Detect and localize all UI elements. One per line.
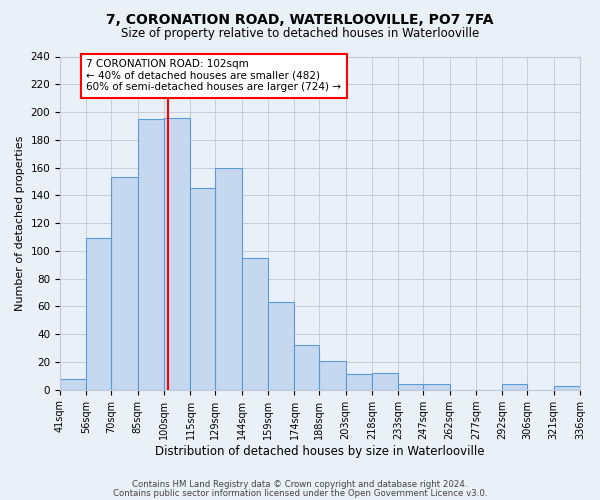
Bar xyxy=(268,302,295,390)
Text: Size of property relative to detached houses in Waterlooville: Size of property relative to detached ho… xyxy=(121,28,479,40)
Bar xyxy=(346,374,372,390)
Bar xyxy=(86,238,111,390)
Text: 7 CORONATION ROAD: 102sqm
← 40% of detached houses are smaller (482)
60% of semi: 7 CORONATION ROAD: 102sqm ← 40% of detac… xyxy=(86,60,341,92)
Bar xyxy=(215,168,242,390)
X-axis label: Distribution of detached houses by size in Waterlooville: Distribution of detached houses by size … xyxy=(155,444,485,458)
Bar xyxy=(111,178,137,390)
Bar xyxy=(423,384,449,390)
Bar xyxy=(164,118,190,390)
Bar xyxy=(60,378,86,390)
Text: Contains HM Land Registry data © Crown copyright and database right 2024.: Contains HM Land Registry data © Crown c… xyxy=(132,480,468,489)
Bar xyxy=(242,258,268,390)
Bar xyxy=(372,373,398,390)
Text: 7, CORONATION ROAD, WATERLOOVILLE, PO7 7FA: 7, CORONATION ROAD, WATERLOOVILLE, PO7 7… xyxy=(106,12,494,26)
Bar xyxy=(137,119,164,390)
Y-axis label: Number of detached properties: Number of detached properties xyxy=(15,136,25,311)
Bar xyxy=(190,188,215,390)
Bar xyxy=(502,384,527,390)
Text: Contains public sector information licensed under the Open Government Licence v3: Contains public sector information licen… xyxy=(113,489,487,498)
Bar xyxy=(554,386,580,390)
Bar xyxy=(398,384,423,390)
Bar xyxy=(319,360,346,390)
Bar xyxy=(295,346,319,390)
